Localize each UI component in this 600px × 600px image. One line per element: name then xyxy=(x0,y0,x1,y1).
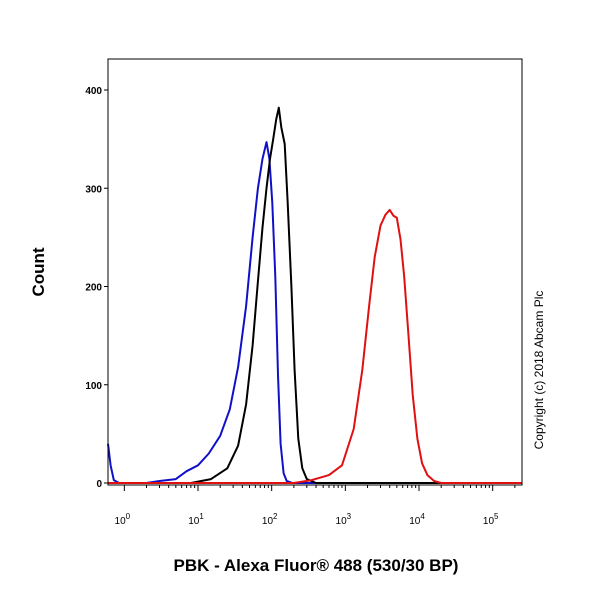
x-axis-title: PBK - Alexa Fluor® 488 (530/30 BP) xyxy=(174,556,459,575)
histogram-series-line-1 xyxy=(107,141,522,484)
series-layer xyxy=(107,106,522,484)
histogram-series-line-2 xyxy=(108,106,522,484)
y-tick-label: 400 xyxy=(85,86,102,97)
x-tick-label: 100 xyxy=(115,512,131,527)
x-tick-label: 105 xyxy=(483,512,499,527)
y-tick-label: 100 xyxy=(85,381,102,392)
histogram-series-line-3 xyxy=(108,208,522,484)
y-axis-title: Count xyxy=(29,247,48,296)
copyright-annotation: Copyright (c) 2018 Abcam Plc xyxy=(532,291,546,450)
x-tick-label: 101 xyxy=(188,512,204,527)
x-tick-labels: 100 101 102 103 104 105 xyxy=(115,512,499,527)
x-tick-label: 103 xyxy=(336,512,352,527)
y-tick-labels: 0 100 200 300 400 xyxy=(85,86,102,490)
x-tick-label: 102 xyxy=(262,512,278,527)
plot-frame xyxy=(107,58,523,486)
y-tick-label: 200 xyxy=(85,283,102,294)
y-tick-label: 300 xyxy=(85,184,102,195)
x-tick-label: 104 xyxy=(409,512,425,527)
y-tick-label: 0 xyxy=(96,479,102,490)
axis-ticks xyxy=(104,89,516,491)
